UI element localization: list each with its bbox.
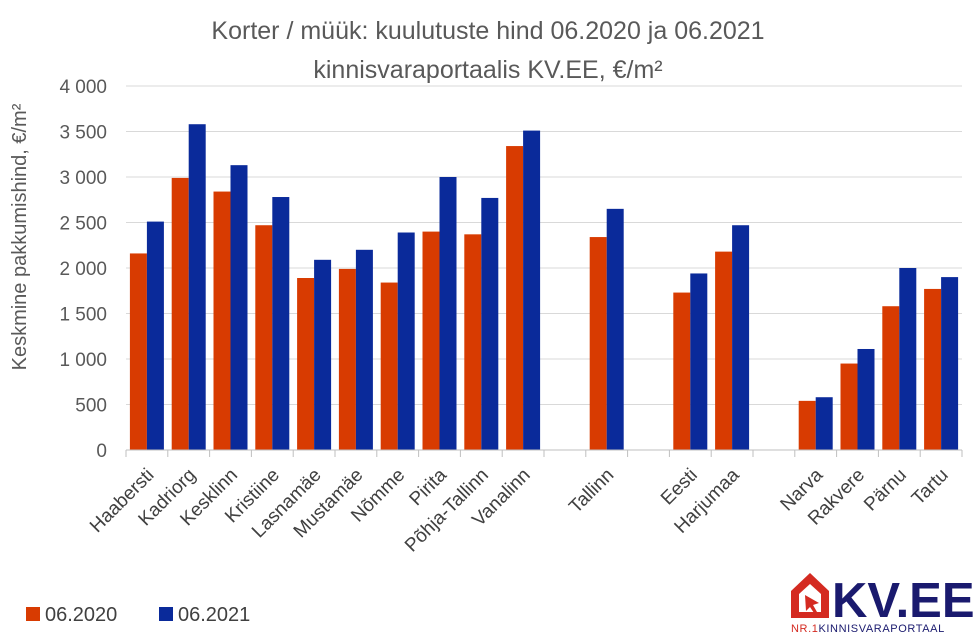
y-tick-label: 1 500	[59, 305, 107, 326]
bar-p-hja-tallinn-06-2021	[481, 197, 499, 450]
y-tick-label: 0	[96, 441, 107, 462]
y-tick-label: 500	[75, 396, 107, 417]
y-axis-label: Keskmine pakkumishind, €/m²	[9, 103, 31, 370]
logo-name: KV.EE	[832, 574, 974, 628]
bar-haabersti-06-2020	[129, 253, 147, 450]
bar-harjumaa-06-2021	[732, 225, 750, 450]
y-tick-label: 2 000	[59, 259, 107, 280]
bar-tallinn-06-2020	[589, 237, 607, 450]
y-axis-ticks: 0 500 1 000 1 500 2 000 2 500 3 000 3 500 4 000	[59, 77, 107, 462]
legend-label-06-2020: 06.2020	[45, 604, 117, 626]
legend-swatch-06-2020	[26, 607, 40, 621]
x-axis	[125, 449, 963, 457]
bars	[129, 124, 959, 451]
y-tick-label: 2 500	[59, 214, 107, 235]
legend-swatch-06-2021	[159, 607, 173, 621]
bar-rakvere-06-2021	[857, 348, 875, 450]
bar-narva-06-2021	[815, 397, 833, 450]
y-tick-label: 4 000	[59, 77, 107, 98]
y-tick-label: 1 000	[59, 350, 107, 371]
bar-eesti-06-2020	[673, 292, 691, 450]
bar-rakvere-06-2020	[840, 363, 858, 450]
house-arrow-icon	[791, 573, 829, 618]
bar-tartu-06-2020	[924, 288, 942, 450]
bar-n-mme-06-2021	[397, 232, 415, 450]
logo-tagline-text: KINNISVARAPORTAAL	[818, 623, 944, 635]
bar-n-mme-06-2020	[380, 282, 398, 450]
bar-lasnam-e-06-2020	[297, 278, 315, 450]
bar-pirita-06-2021	[439, 177, 457, 450]
bar-p-rnu-06-2021	[899, 268, 917, 450]
bar-kristiine-06-2021	[272, 197, 290, 450]
y-tick-label: 3 500	[59, 123, 107, 144]
bar-tallinn-06-2021	[606, 208, 624, 450]
chart-title-line-1: Korter / müük: kuulutuste hind 06.2020 j…	[211, 17, 764, 45]
legend: 06.2020 06.2021	[26, 604, 250, 626]
bar-haabersti-06-2021	[146, 221, 164, 450]
bar-mustam-e-06-2020	[338, 268, 356, 450]
bar-vanalinn-06-2020	[506, 146, 524, 450]
bar-harjumaa-06-2020	[715, 251, 733, 450]
bar-narva-06-2020	[798, 400, 816, 450]
bar-kadriorg-06-2021	[188, 124, 206, 450]
bar-eesti-06-2021	[690, 273, 708, 450]
bar-kristiine-06-2020	[255, 225, 273, 450]
bar-kadriorg-06-2020	[171, 177, 189, 450]
bar-pirita-06-2020	[422, 231, 440, 450]
bar-vanalinn-06-2021	[523, 130, 541, 450]
bar-mustam-e-06-2021	[355, 249, 373, 450]
bar-kesklinn-06-2021	[230, 165, 248, 451]
bar-p-rnu-06-2020	[882, 306, 900, 450]
bar-p-hja-tallinn-06-2020	[464, 234, 482, 450]
bar-lasnam-e-06-2021	[314, 259, 332, 450]
kv-ee-logo: KV.EE NR.1KINNISVARAPORTAAL	[791, 573, 974, 635]
chart-title-line-2: kinnisvaraportaalis KV.EE, €/m²	[313, 56, 662, 84]
y-tick-label: 3 000	[59, 168, 107, 189]
bar-tartu-06-2021	[941, 277, 959, 450]
logo-tagline: NR.1KINNISVARAPORTAAL	[791, 623, 945, 635]
logo-tagline-prefix: NR.1	[791, 623, 818, 635]
bar-kesklinn-06-2020	[213, 191, 231, 450]
legend-label-06-2021: 06.2021	[178, 604, 250, 626]
